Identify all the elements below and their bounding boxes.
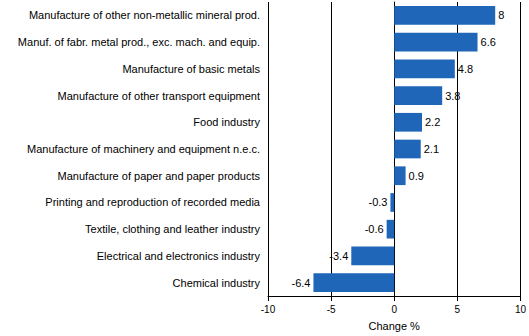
svg-text:Manufacture of other non-metal: Manufacture of other non-metallic minera… <box>29 9 260 21</box>
svg-text:2.2: 2.2 <box>425 116 440 128</box>
svg-text:2.1: 2.1 <box>424 143 439 155</box>
svg-text:Electrical and electronics ind: Electrical and electronics industry <box>97 250 261 262</box>
svg-text:Manufacture of basic metals: Manufacture of basic metals <box>122 63 260 75</box>
svg-text:-10: -10 <box>261 304 276 315</box>
svg-text:Food industry: Food industry <box>193 116 260 128</box>
svg-text:8: 8 <box>498 9 504 21</box>
svg-text:Textile, clothing and leather: Textile, clothing and leather industry <box>85 223 260 235</box>
svg-text:6.6: 6.6 <box>481 36 496 48</box>
svg-text:4.8: 4.8 <box>458 63 473 75</box>
svg-text:0.9: 0.9 <box>409 170 424 182</box>
svg-text:Printing and reproduction of r: Printing and reproduction of recorded me… <box>45 196 261 208</box>
svg-text:3.8: 3.8 <box>445 90 460 102</box>
svg-text:-3.4: -3.4 <box>329 250 348 262</box>
svg-text:10: 10 <box>515 304 527 315</box>
svg-text:Manuf. of fabr. metal prod., e: Manuf. of fabr. metal prod., exc. mach. … <box>18 36 260 48</box>
svg-text:Manufacture of paper and paper: Manufacture of paper and paper products <box>58 170 261 182</box>
svg-text:Manufacture of machinery and e: Manufacture of machinery and equipment n… <box>27 143 260 155</box>
svg-text:-6.4: -6.4 <box>291 277 310 289</box>
svg-text:-5: -5 <box>327 304 336 315</box>
svg-text:0: 0 <box>391 304 397 315</box>
svg-text:Manufacture of other transport: Manufacture of other transport equipment <box>58 90 260 102</box>
svg-text:-0.6: -0.6 <box>365 223 384 235</box>
svg-text:Change %: Change % <box>369 320 421 332</box>
svg-text:5: 5 <box>455 304 461 315</box>
svg-text:-0.3: -0.3 <box>368 196 387 208</box>
svg-text:Chemical industry: Chemical industry <box>173 277 261 289</box>
